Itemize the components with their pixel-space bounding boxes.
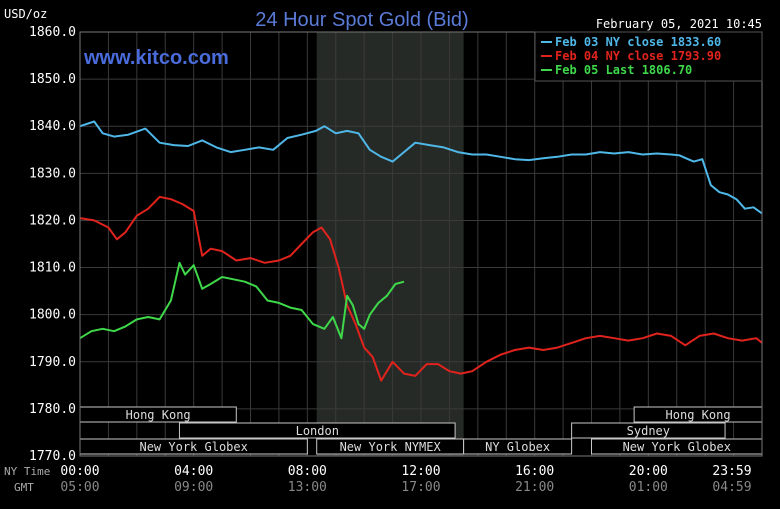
- trading-sessions: Hong Kong London New York Globex New York N…: [79, 406, 763, 455]
- session-rect: [463, 438, 573, 455]
- plot-border: [79, 31, 763, 457]
- x-tick-ny: 16:00: [515, 464, 554, 479]
- gmt-label: GMT: [14, 481, 34, 494]
- x-tick-gmt: 21:00: [515, 480, 554, 495]
- y-tick-label: 1860.0: [29, 25, 76, 40]
- session-label: Hong Kong: [666, 408, 731, 422]
- y-tick-label: 1780.0: [29, 402, 76, 417]
- x-tick-ny: 12:00: [401, 464, 440, 479]
- price-lines: [79, 120, 763, 382]
- session-label: New York Globex: [139, 440, 247, 454]
- session-box: Hong Kong: [633, 406, 763, 423]
- series-line-1: [79, 195, 763, 382]
- legend-box: [534, 31, 763, 82]
- session-box: Hong Kong: [79, 406, 237, 423]
- y-tick-label: 1800.0: [29, 308, 76, 323]
- series-line-0: [79, 120, 763, 215]
- session-label: New York Globex: [623, 440, 731, 454]
- session-label: NY Globex: [485, 440, 550, 454]
- x-tick-gmt: 05:00: [60, 480, 99, 495]
- x-tick-gmt: 01:00: [629, 480, 668, 495]
- session-box: Sydney: [571, 422, 726, 439]
- session-box: NY Globex: [463, 438, 573, 455]
- legend-entry: Feb 04 NY close 1793.90: [555, 49, 721, 63]
- session-label: New York NYMEX: [340, 440, 442, 454]
- session-box: New York NYMEX: [316, 438, 465, 455]
- x-tick-ny: 20:00: [629, 464, 668, 479]
- session-label: Hong Kong: [126, 408, 191, 422]
- y-tick-labels: 1860.0 1850.0 1840.0 1830.0 1820.0 1810.0 1800…: [29, 25, 76, 464]
- ny-time-label: NY Time: [4, 465, 50, 478]
- y-tick-label: 1790.0: [29, 355, 76, 370]
- y-tick-label: 1770.0: [29, 449, 76, 464]
- x-tick-gmt: 17:00: [401, 480, 440, 495]
- y-tick-label: 1830.0: [29, 166, 76, 181]
- session-box: New York Globex: [79, 438, 308, 455]
- session-rect: [178, 422, 456, 439]
- session-label: Sydney: [627, 424, 670, 438]
- y-tick-label: 1840.0: [29, 119, 76, 134]
- x-tick-gmt: 13:00: [288, 480, 327, 495]
- x-tick-ny: 23:59: [712, 464, 751, 479]
- y-tick-label: 1850.0: [29, 72, 76, 87]
- y-tick-label: 1820.0: [29, 213, 76, 228]
- y-tick-label: 1810.0: [29, 261, 76, 276]
- chart-title: 24 Hour Spot Gold (Bid): [255, 9, 468, 31]
- series-line-2: [79, 261, 405, 340]
- x-tick-gmt: 09:00: [174, 480, 213, 495]
- nymex-shaded-region: [316, 32, 464, 456]
- session-rect: [571, 422, 726, 439]
- x-tick-ny: 00:00: [60, 464, 99, 479]
- legend-entry: Feb 03 NY close 1833.60: [555, 35, 721, 49]
- kitco-watermark: www.kitco.com: [83, 47, 229, 69]
- session-box: London: [178, 422, 456, 439]
- y-axis-unit: USD/oz: [4, 7, 47, 21]
- x-tick-ny: 04:00: [174, 464, 213, 479]
- timestamp: February 05, 2021 10:45: [596, 17, 762, 31]
- session-label: London: [296, 424, 339, 438]
- x-tick-gmt: 04:59: [712, 480, 751, 495]
- x-tick-ny: 08:00: [288, 464, 327, 479]
- legend-entry: Feb 05 Last 1806.70: [555, 63, 692, 77]
- session-box: New York Globex: [591, 438, 763, 455]
